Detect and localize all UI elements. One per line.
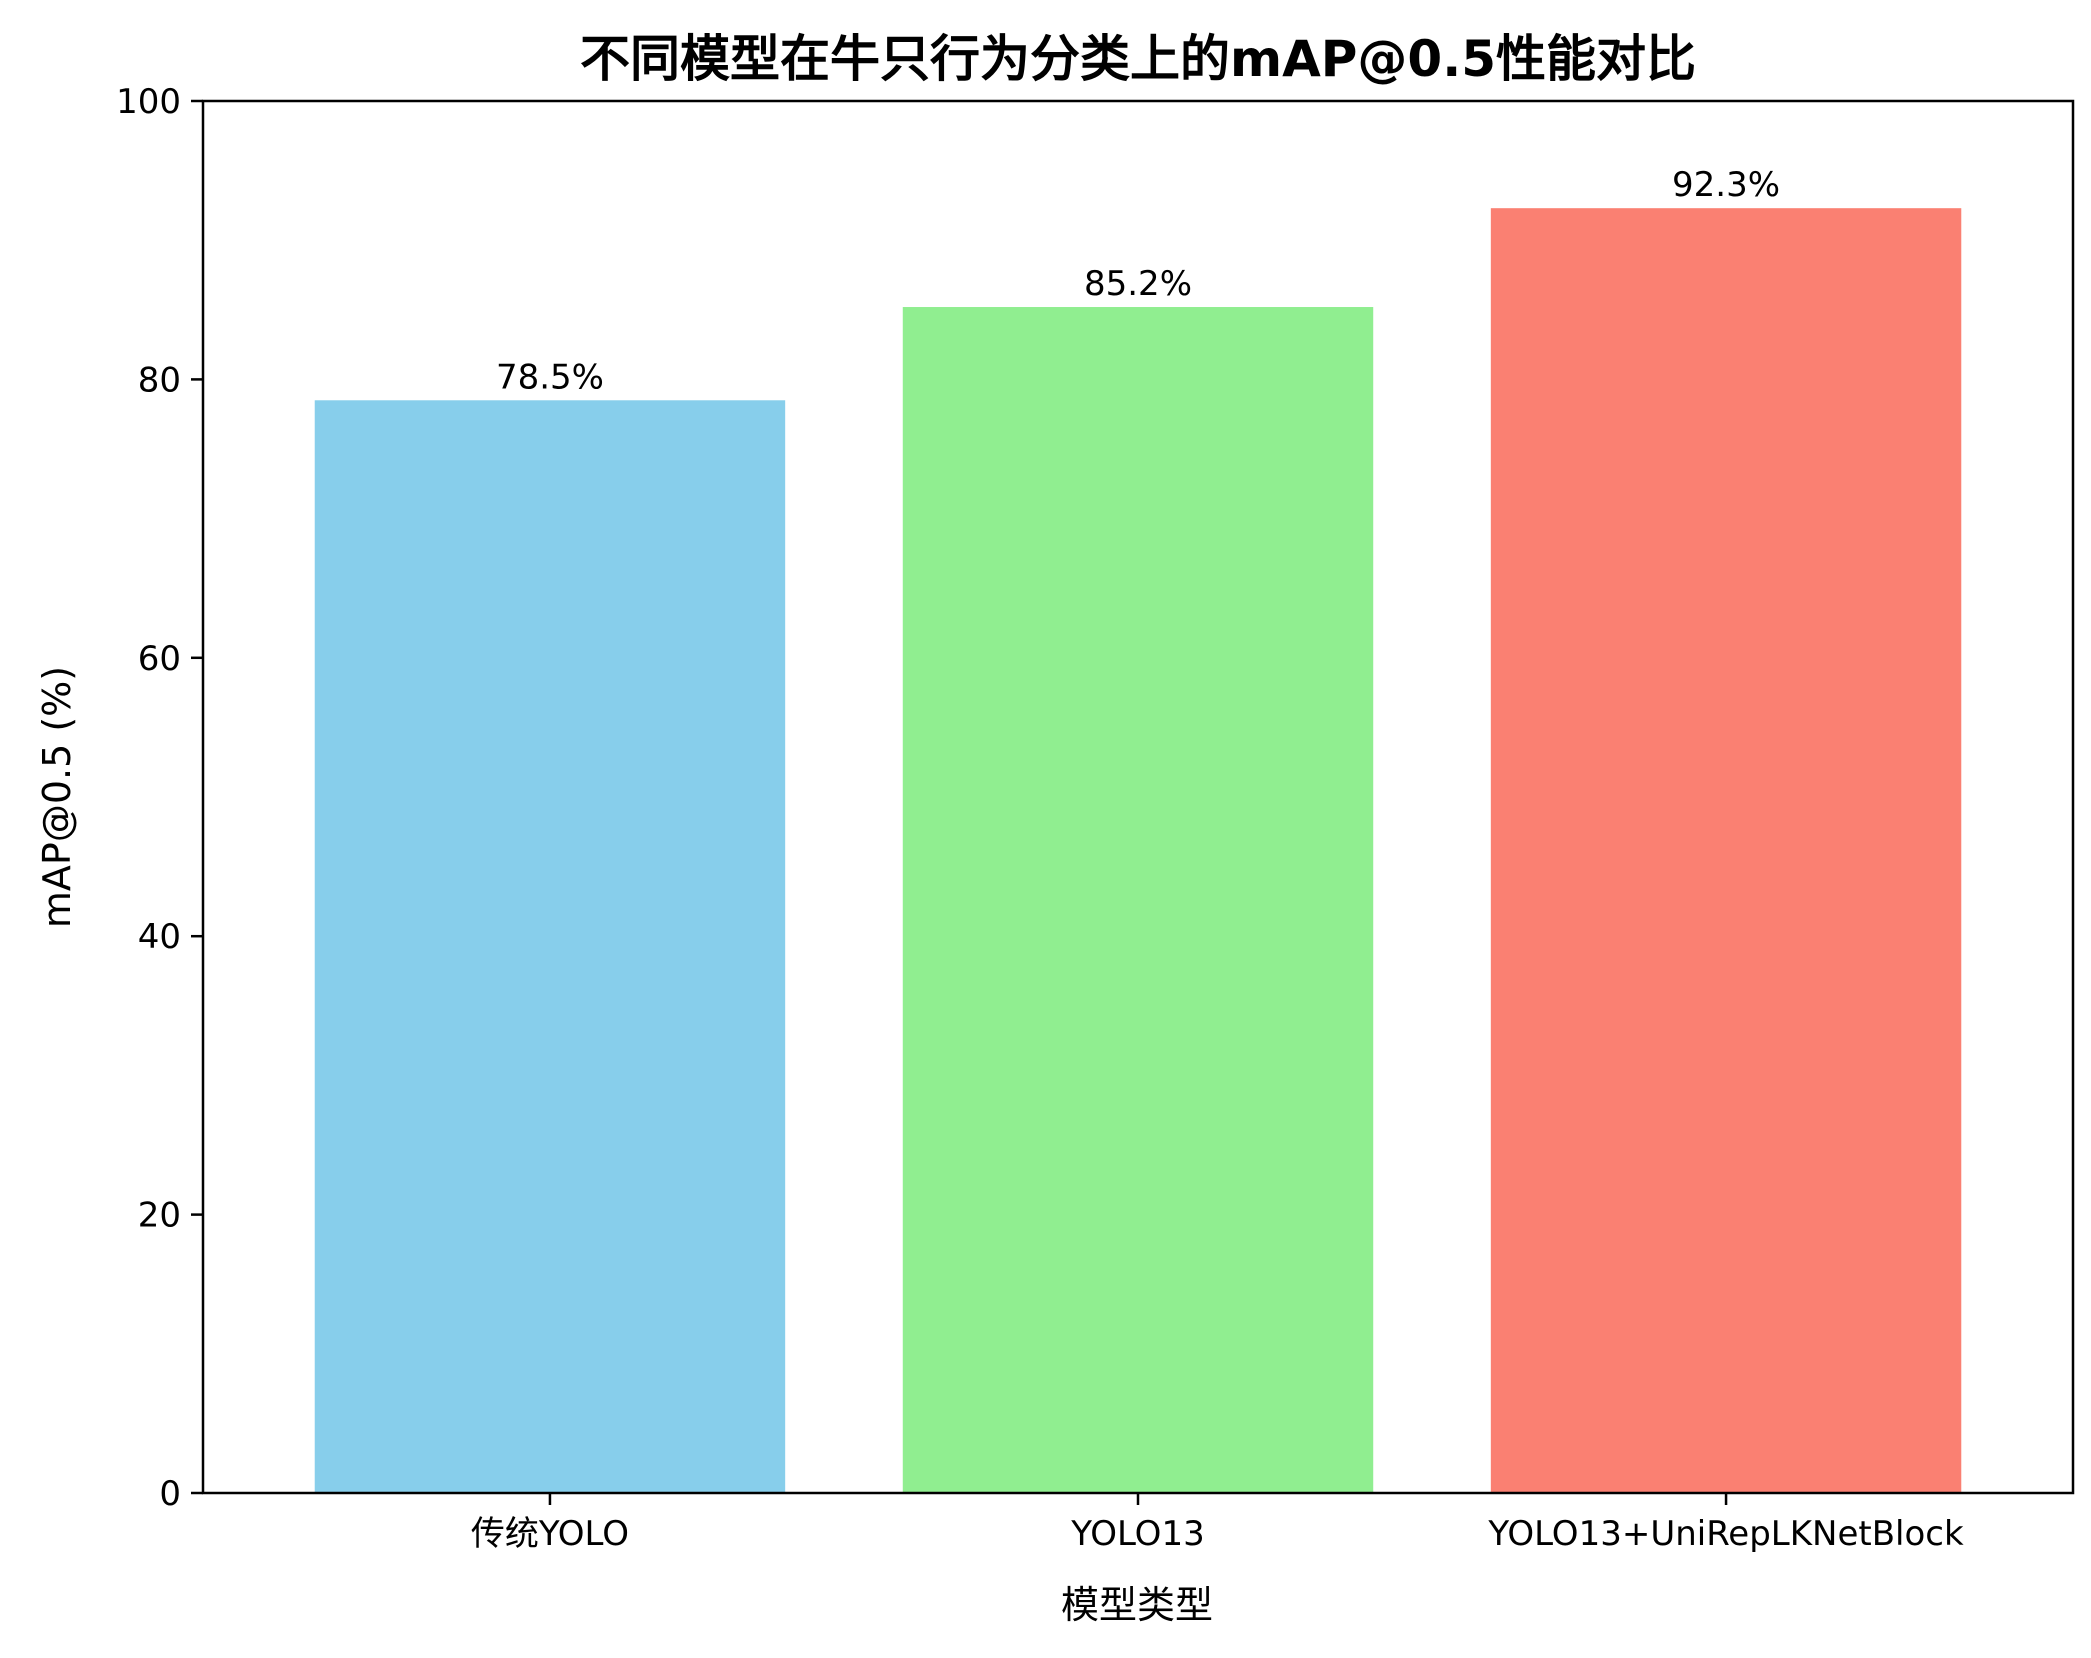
y-axis-label: mAP@0.5 (%) [35, 666, 79, 928]
y-tick-label-0: 0 [159, 1474, 181, 1514]
y-tick-label-100: 100 [116, 82, 181, 122]
y-tick-label-20: 20 [138, 1196, 181, 1236]
x-tick-label-3: YOLO13+UniRepLKNetBlock [1487, 1514, 1964, 1554]
bar-3 [1490, 208, 1962, 1494]
x-tick-label-2: YOLO13 [1070, 1514, 1204, 1554]
x-axis-ticks: 传统YOLO YOLO13 YOLO13+UniRepLKNetBlock [471, 1493, 1964, 1554]
chart-title: 不同模型在牛只行为分类上的mAP@0.5性能对比 [580, 30, 1696, 88]
x-tick-label-1: 传统YOLO [471, 1514, 629, 1554]
x-axis-label: 模型类型 [1061, 1583, 1213, 1627]
data-label-3: 92.3% [1672, 165, 1780, 205]
data-labels-group: 78.5% 85.2% 92.3% [496, 165, 1780, 397]
data-label-1: 78.5% [496, 357, 604, 397]
y-tick-label-80: 80 [138, 360, 181, 400]
bar-2 [902, 307, 1374, 1493]
data-label-2: 85.2% [1084, 264, 1192, 304]
y-axis-ticks: 0 20 40 60 80 100 [116, 82, 203, 1514]
y-tick-label-60: 60 [138, 639, 181, 679]
y-tick-label-40: 40 [138, 917, 181, 957]
bars-group [314, 208, 1962, 1494]
bar-1 [314, 400, 786, 1493]
